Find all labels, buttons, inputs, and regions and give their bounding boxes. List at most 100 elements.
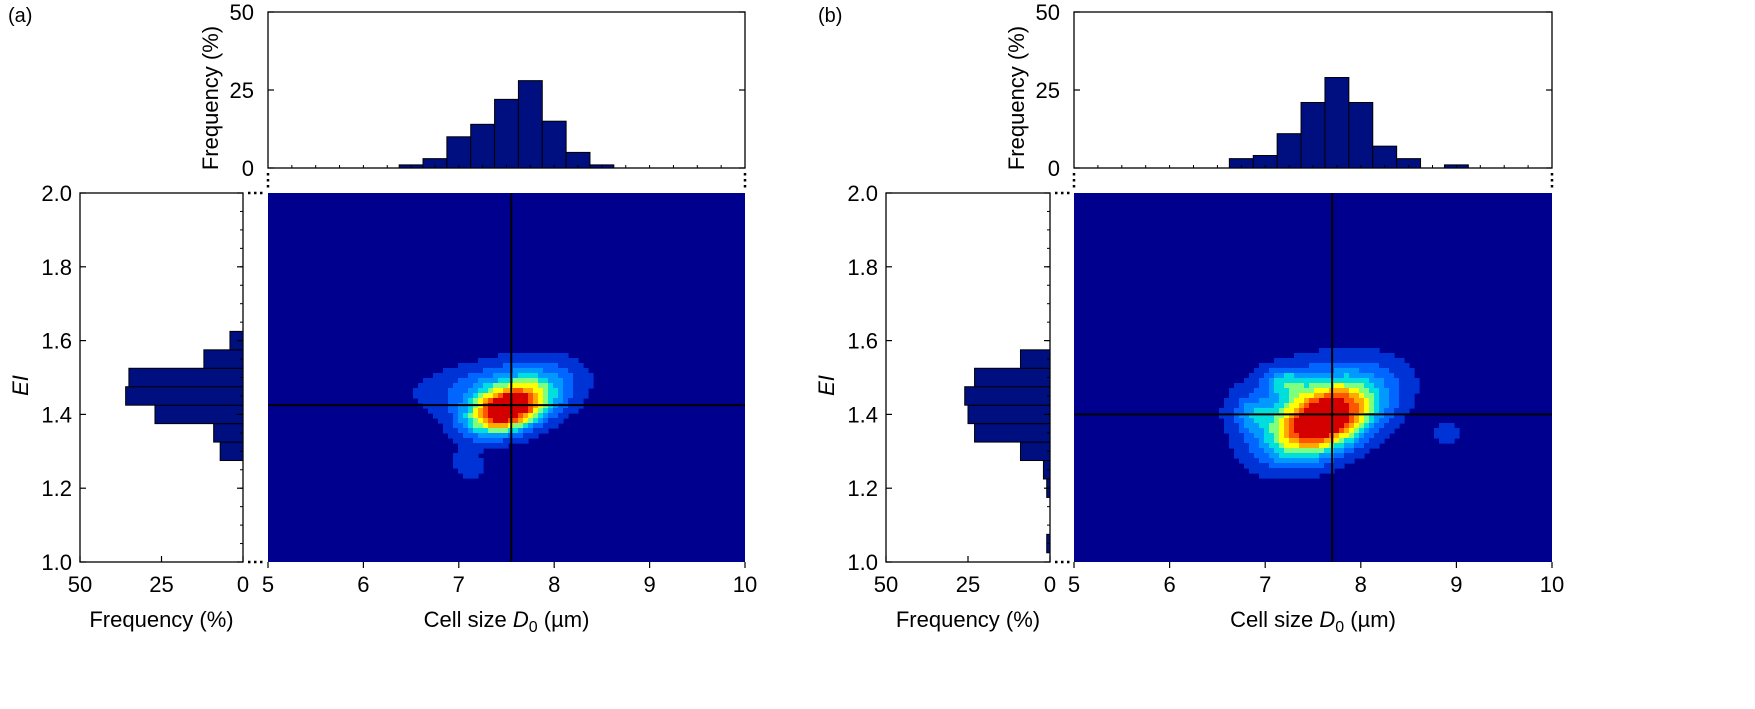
density-cell — [1304, 453, 1310, 459]
density-cell — [548, 368, 554, 374]
density-cell — [463, 413, 469, 419]
density-cell — [478, 423, 484, 429]
density-cell — [1304, 373, 1310, 379]
density-cell — [498, 398, 504, 404]
density-cell — [1304, 378, 1310, 384]
y-tick-label: 1.4 — [41, 402, 72, 427]
density-cell — [553, 388, 559, 394]
density-cell — [1359, 418, 1365, 424]
density-cell — [433, 373, 439, 379]
density-cell — [518, 358, 524, 364]
density-cell — [1279, 463, 1285, 469]
density-cell — [498, 358, 504, 364]
density-cell — [463, 458, 469, 464]
density-cell — [1354, 348, 1360, 354]
density-cell — [1354, 438, 1360, 444]
density-cell — [533, 378, 539, 384]
density-cell — [493, 358, 499, 364]
density-cell — [1274, 408, 1280, 414]
density-cell — [1279, 398, 1285, 404]
density-cell — [1274, 473, 1280, 479]
density-cell — [498, 393, 504, 399]
density-cell — [533, 358, 539, 364]
density-cell — [453, 378, 459, 384]
density-cell — [488, 418, 494, 424]
density-cell — [1274, 428, 1280, 434]
density-cell — [1389, 363, 1395, 369]
density-cell — [483, 418, 489, 424]
density-cell — [1399, 368, 1405, 374]
density-cell — [468, 473, 474, 479]
density-cell — [463, 418, 469, 424]
density-cell — [1239, 403, 1245, 409]
density-cell — [443, 398, 449, 404]
density-cell — [498, 408, 504, 414]
density-cell — [1354, 398, 1360, 404]
density-cell — [463, 443, 469, 449]
density-cell — [523, 398, 529, 404]
density-cell — [1304, 413, 1310, 419]
density-cell — [1304, 448, 1310, 454]
y-tick-label: 1.6 — [41, 329, 72, 354]
density-cell — [473, 443, 479, 449]
density-cell — [503, 423, 509, 429]
density-cell — [573, 388, 579, 394]
density-cell — [1269, 393, 1275, 399]
density-cell — [548, 388, 554, 394]
density-cell — [418, 388, 424, 394]
density-cell — [543, 378, 549, 384]
density-cell — [1244, 448, 1250, 454]
top-hist-bar — [517, 80, 543, 169]
density-cell — [1324, 368, 1330, 374]
density-cell — [443, 418, 449, 424]
density-cell — [513, 413, 519, 419]
density-cell — [1384, 433, 1390, 439]
x-axis-label-unit: (µm) — [1344, 607, 1396, 632]
density-cell — [1304, 468, 1310, 474]
density-cell — [1289, 368, 1295, 374]
density-cell — [523, 393, 529, 399]
density-cell — [1384, 393, 1390, 399]
density-cell — [443, 368, 449, 374]
density-cell — [1319, 398, 1325, 404]
density-cell — [468, 458, 474, 464]
density-cell — [1364, 433, 1370, 439]
density-cell — [1349, 368, 1355, 374]
density-cell — [1244, 388, 1250, 394]
density-cell — [1269, 403, 1275, 409]
density-cell — [1324, 413, 1330, 419]
density-cell — [1304, 423, 1310, 429]
density-cell — [1364, 418, 1370, 424]
density-cell — [1264, 428, 1270, 434]
density-cell — [1359, 453, 1365, 459]
density-cell — [503, 413, 509, 419]
density-cell — [1309, 473, 1315, 479]
density-cell — [583, 383, 589, 389]
left-hist-bar — [203, 349, 244, 369]
density-cell — [518, 363, 524, 369]
density-cell — [533, 413, 539, 419]
density-cell — [1319, 383, 1325, 389]
density-cell — [1304, 388, 1310, 394]
density-cell — [1369, 438, 1375, 444]
density-cell — [1239, 428, 1245, 434]
density-cell — [493, 378, 499, 384]
density-cell — [1259, 428, 1265, 434]
density-cell — [438, 373, 444, 379]
top-hist-y-label: Frequency (%) — [1004, 26, 1029, 170]
density-cell — [1344, 383, 1350, 389]
density-cell — [1294, 443, 1300, 449]
density-cell — [1389, 393, 1395, 399]
density-cell — [488, 398, 494, 404]
density-cell — [1284, 368, 1290, 374]
density-cell — [1254, 373, 1260, 379]
density-cell — [1384, 413, 1390, 419]
density-cell — [1374, 378, 1380, 384]
density-cell — [1394, 398, 1400, 404]
density-cell — [1319, 408, 1325, 414]
density-cell — [533, 353, 539, 359]
density-cell — [563, 413, 569, 419]
density-cell — [548, 423, 554, 429]
density-cell — [1254, 448, 1260, 454]
